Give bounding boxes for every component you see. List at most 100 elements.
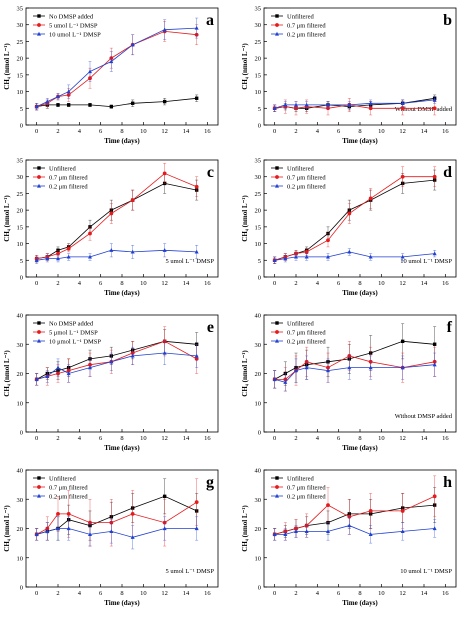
- legend-label: 10 umol L⁻¹ DMSP: [49, 31, 101, 38]
- data-point: [162, 171, 167, 176]
- x-tick-label: 16: [442, 128, 449, 135]
- panel-letter: g: [206, 474, 214, 491]
- y-tick-label: 20: [255, 526, 262, 533]
- series-2: 0.2 μm filtered: [271, 338, 437, 392]
- x-tick-label: 0: [35, 280, 38, 287]
- data-point: [368, 196, 373, 201]
- x-tick-label: 14: [421, 128, 428, 135]
- legend-marker: [275, 485, 279, 489]
- x-tick-label: 16: [204, 435, 211, 442]
- legend-marker: [275, 14, 279, 18]
- x-tick-label: 12: [399, 435, 406, 442]
- y-tick-label: 15: [255, 72, 262, 79]
- x-tick-label: 0: [273, 128, 276, 135]
- data-point: [56, 511, 60, 516]
- data-point: [304, 102, 309, 107]
- legend-label: 0.7 μm filtered: [49, 484, 88, 491]
- data-point: [272, 258, 277, 262]
- y-axis-label: CH₄ (nmol L⁻¹): [241, 43, 249, 90]
- data-point: [34, 258, 39, 262]
- y-tick-label: 5: [258, 106, 261, 113]
- y-tick-label: 0: [258, 123, 261, 130]
- x-tick-label: 6: [99, 280, 103, 287]
- x-tick-label: 12: [399, 590, 406, 597]
- data-point: [88, 532, 92, 536]
- legend-label: 0.7 μm filtered: [49, 174, 88, 181]
- data-point: [34, 377, 39, 381]
- x-tick-label: 12: [161, 435, 168, 442]
- data-point: [400, 106, 405, 111]
- data-point: [109, 59, 114, 64]
- y-tick-label: 0: [20, 585, 23, 592]
- legend-marker: [275, 493, 279, 498]
- data-point: [326, 529, 330, 534]
- data-point: [347, 211, 352, 216]
- data-point: [347, 249, 352, 254]
- data-point: [194, 184, 199, 189]
- x-tick-label: 14: [183, 435, 190, 442]
- x-tick-label: 0: [35, 435, 38, 442]
- annotation-text: Without DMSP added: [395, 106, 453, 113]
- data-point: [88, 365, 92, 370]
- y-tick-label: 40: [255, 468, 262, 475]
- data-point: [162, 27, 167, 32]
- data-point: [130, 42, 135, 47]
- y-tick-label: 20: [255, 371, 262, 378]
- x-tick-label: 2: [294, 435, 297, 442]
- data-point: [56, 526, 60, 531]
- y-axis-label: CH₄ (nmol L⁻¹): [241, 505, 249, 552]
- panel-letter: h: [443, 474, 452, 491]
- y-tick-label: 35: [17, 158, 24, 165]
- data-point: [109, 248, 114, 252]
- panel-d: 0 5 10 15 20 25 30 35 0 2 4 6 8 10 12 14 16 Time (days) CH…: [241, 158, 457, 297]
- panel-b: 0 5 10 15 20 25 30 35 0 2 4 6 8 10 12 14 16 Time (days) CH…: [241, 6, 457, 145]
- x-tick-label: 6: [99, 435, 103, 442]
- legend-label: 0.2 μm filtered: [287, 493, 326, 500]
- legend-label: 0.7 μm filtered: [287, 484, 326, 491]
- data-point: [109, 359, 114, 364]
- x-axis-label: Time (days): [342, 444, 378, 452]
- legend-marker: [37, 175, 41, 179]
- x-tick-label: 16: [204, 590, 211, 597]
- annotation-text: 5 umol L⁻¹ DMSP: [165, 258, 214, 265]
- legend-label: Unfiltered: [287, 475, 314, 482]
- data-point: [400, 529, 405, 534]
- data-point: [400, 101, 405, 105]
- panel-h: 0 10 20 30 40 0 2 4 6 8 10 12 14 16 Time (days) CH₄ (nm…: [241, 468, 457, 607]
- data-point: [194, 526, 199, 531]
- panel-letter: b: [443, 12, 452, 29]
- data-point: [66, 526, 71, 531]
- x-tick-label: 6: [337, 280, 341, 287]
- data-point: [130, 249, 135, 254]
- x-tick-label: 16: [442, 280, 449, 287]
- series-2: 0.2 μm filtered: [271, 31, 437, 112]
- x-tick-label: 12: [161, 590, 168, 597]
- data-point: [347, 102, 352, 107]
- x-axis-label: Time (days): [342, 289, 378, 297]
- x-tick-label: 0: [35, 590, 38, 597]
- data-point: [162, 248, 167, 252]
- series-line: [36, 97, 197, 108]
- x-tick-label: 4: [316, 128, 320, 135]
- legend-marker: [275, 476, 279, 480]
- data-point: [400, 339, 405, 344]
- legend-label: Unfiltered: [287, 320, 314, 327]
- legend-marker: [275, 321, 279, 325]
- y-tick-label: 10: [255, 555, 262, 562]
- y-tick-label: 10: [17, 241, 24, 248]
- y-tick-label: 5: [258, 258, 261, 265]
- annotation-text: Without DMSP added: [395, 413, 453, 420]
- x-tick-label: 4: [78, 590, 82, 597]
- x-tick-label: 4: [78, 435, 82, 442]
- panel-a: 0 5 10 15 20 25 30 35 0 2 4 6 8 10 12 14 16 Time (days) CH…: [3, 6, 219, 145]
- data-point: [34, 104, 39, 109]
- data-point: [109, 211, 114, 216]
- legend-marker: [275, 183, 279, 188]
- series-line: [274, 179, 435, 261]
- legend-label: 0.7 μm filtered: [287, 22, 326, 29]
- y-tick-label: 20: [17, 526, 24, 533]
- data-point: [294, 102, 298, 107]
- y-tick-label: 25: [17, 191, 24, 198]
- legend-marker: [275, 338, 279, 343]
- data-point: [432, 494, 437, 499]
